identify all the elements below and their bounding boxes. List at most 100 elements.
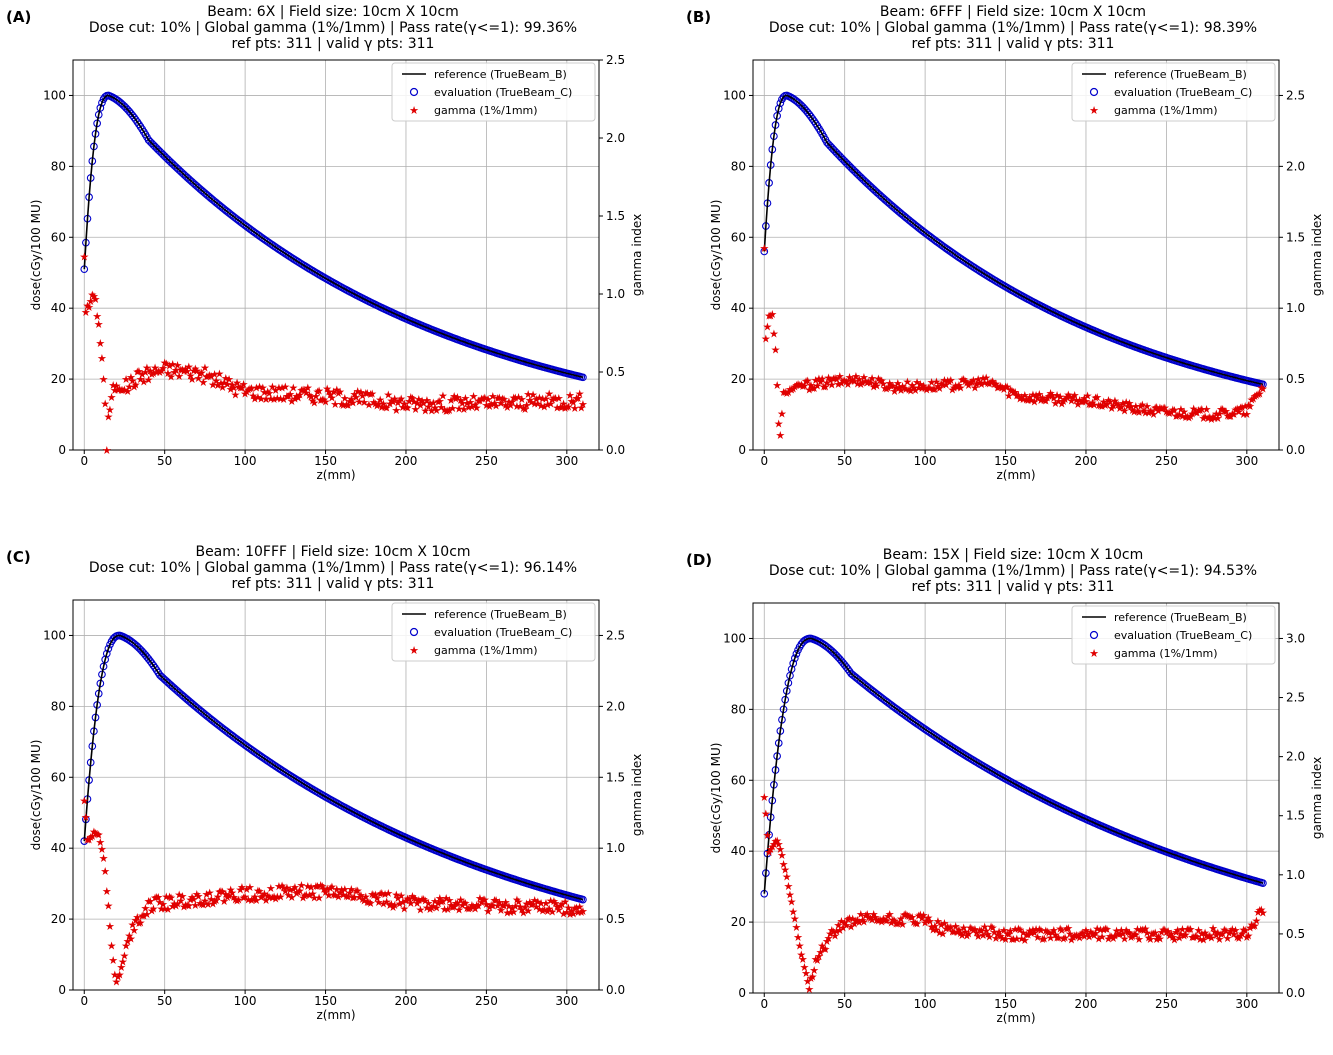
gamma-point: ★ (416, 399, 426, 412)
gamma-point: ★ (152, 891, 162, 904)
gamma-point: ★ (288, 381, 298, 394)
gamma-point: ★ (1002, 381, 1012, 394)
gamma-point: ★ (931, 376, 941, 389)
x-tick-label: 0 (760, 997, 768, 1011)
gamma-point: ★ (379, 397, 389, 410)
chart-title-line-1: Beam: 6X | Field size: 10cm X 10cm (207, 4, 459, 20)
gamma-point: ★ (118, 955, 128, 968)
gamma-point: ★ (272, 890, 282, 903)
gamma-point: ★ (790, 381, 800, 394)
gamma-point: ★ (822, 377, 832, 390)
gamma-point: ★ (453, 391, 463, 404)
gamma-point: ★ (356, 889, 366, 902)
gamma-point: ★ (319, 883, 329, 896)
gamma-point: ★ (1042, 925, 1052, 938)
legend-evaluation-swatch (409, 627, 419, 637)
plot-frame (752, 602, 1280, 994)
gamma-point: ★ (915, 908, 925, 921)
gamma-point: ★ (369, 396, 379, 409)
gamma-point: ★ (851, 370, 861, 383)
gamma-point: ★ (970, 382, 980, 395)
gamma-point: ★ (779, 858, 789, 871)
gamma-point: ★ (111, 976, 121, 989)
gamma-point: ★ (1163, 406, 1173, 419)
gamma-point: ★ (539, 903, 549, 916)
gamma-point: ★ (1034, 923, 1044, 936)
gamma-point: ★ (1240, 400, 1250, 413)
gamma-point: ★ (796, 378, 806, 391)
gamma-point: ★ (956, 381, 966, 394)
gamma-point: ★ (1017, 391, 1027, 404)
x-tick-label: 50 (157, 994, 172, 1008)
y-tick-label: 0 (738, 986, 746, 1000)
gamma-point: ★ (498, 899, 508, 912)
y2-tick-label: 0.5 (1286, 927, 1305, 941)
gamma-point: ★ (293, 886, 303, 899)
x-axis-label: z(mm) (996, 468, 1035, 482)
gamma-point: ★ (251, 894, 261, 907)
gamma-point: ★ (1128, 930, 1138, 943)
x-tick-label: 200 (1075, 997, 1098, 1011)
chart-a: 0 50 100 150 200 250 300 0 20 40 60 80 100 0.0 0.5 1.0 1… (29, 53, 644, 482)
gamma-point: ★ (501, 399, 511, 412)
gamma-point: ★ (359, 895, 369, 908)
gamma-point: ★ (512, 400, 522, 413)
gamma-point: ★ (388, 396, 398, 409)
gamma-point: ★ (759, 242, 769, 255)
gamma-point: ★ (800, 380, 810, 393)
gamma-point: ★ (1170, 404, 1180, 417)
gamma-point: ★ (1155, 932, 1165, 945)
gamma-point: ★ (878, 378, 888, 391)
gamma-point: ★ (870, 377, 880, 390)
gamma-point: ★ (1104, 933, 1114, 946)
x-tick-label: 200 (395, 454, 418, 468)
gamma-point: ★ (198, 898, 208, 911)
gamma-point: ★ (396, 889, 406, 902)
gamma-point: ★ (772, 379, 782, 392)
gamma-point: ★ (1161, 406, 1171, 419)
gamma-point: ★ (1018, 393, 1028, 406)
gamma-point: ★ (972, 378, 982, 391)
gamma-point: ★ (432, 901, 442, 914)
gamma-point: ★ (551, 392, 561, 405)
gamma-point: ★ (1068, 391, 1078, 404)
gamma-point: ★ (166, 891, 176, 904)
gamma-point: ★ (120, 383, 130, 396)
gamma-point: ★ (782, 387, 792, 400)
gamma-point: ★ (816, 946, 826, 959)
gamma-point: ★ (179, 365, 189, 378)
gamma-point: ★ (92, 310, 102, 323)
x-tick-label: 200 (1075, 454, 1098, 468)
gamma-point: ★ (91, 293, 101, 306)
gamma-point: ★ (1160, 923, 1170, 936)
gamma-point: ★ (467, 899, 477, 912)
y2-axis-label: gamma index (1310, 757, 1324, 839)
y2-tick-label: 1.5 (1286, 809, 1305, 823)
gamma-point: ★ (1170, 934, 1180, 947)
gamma-point: ★ (1133, 405, 1143, 418)
evaluation-point (789, 659, 798, 668)
gamma-point: ★ (271, 384, 281, 397)
gamma-point: ★ (864, 911, 874, 924)
gamma-point: ★ (165, 359, 175, 372)
gamma-point: ★ (544, 903, 554, 916)
gamma-point: ★ (264, 387, 274, 400)
gamma-point: ★ (555, 401, 565, 414)
gamma-point: ★ (398, 401, 408, 414)
gamma-point: ★ (933, 380, 943, 393)
gamma-point: ★ (775, 429, 785, 442)
legend-label: gamma (1%/1mm) (434, 104, 538, 117)
gamma-point: ★ (309, 892, 319, 905)
gamma-point: ★ (493, 392, 503, 405)
y-tick-label: 20 (51, 912, 66, 926)
gamma-point: ★ (1075, 932, 1085, 945)
gamma-point: ★ (1226, 410, 1236, 423)
x-tick-label: 0 (760, 454, 768, 468)
gamma-point: ★ (517, 903, 527, 916)
gamma-point: ★ (1108, 400, 1118, 413)
gamma-point: ★ (946, 374, 956, 387)
gamma-point: ★ (543, 905, 553, 918)
gamma-point: ★ (812, 379, 822, 392)
gamma-point: ★ (828, 372, 838, 385)
gamma-point: ★ (914, 381, 924, 394)
